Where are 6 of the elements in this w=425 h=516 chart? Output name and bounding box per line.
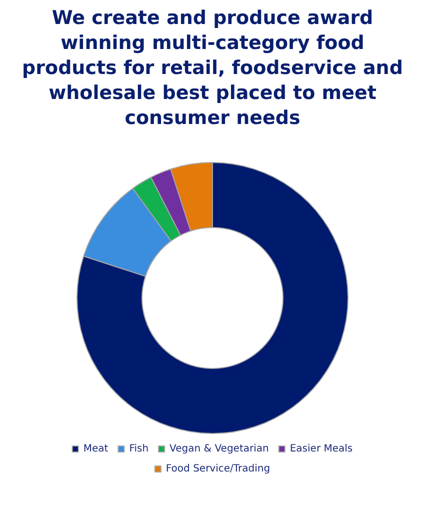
legend-label: Meat — [83, 444, 108, 455]
legend-label: Fish — [129, 444, 149, 455]
legend-label: Vegan & Vegetarian — [170, 444, 269, 455]
legend-label: Food Service/Trading — [166, 464, 270, 475]
legend-label: Easier Meals — [290, 444, 353, 455]
chart-title: We create and produce award winning multi-category food products for retail, foodservice and wholesale best placed to meet consumer needs — [21, 6, 404, 129]
